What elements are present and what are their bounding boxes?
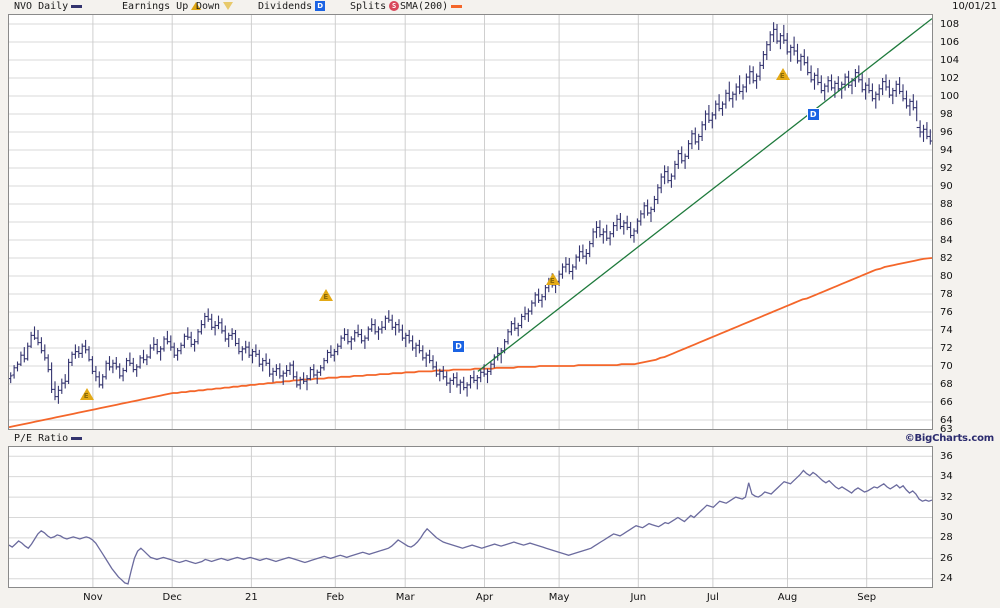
- price-y-tick: 88: [940, 198, 953, 210]
- legend-earnings-down-label: Down: [196, 1, 221, 12]
- legend-earnings-up-label: Earnings Up: [122, 1, 189, 12]
- price-y-tick: 80: [940, 270, 953, 282]
- price-y-tick: 82: [940, 252, 953, 264]
- pe-y-tick: 28: [940, 532, 953, 544]
- price-y-tick: 78: [940, 288, 953, 300]
- price-y-tick: 84: [940, 234, 953, 246]
- line-swatch-orange-icon: [451, 4, 463, 8]
- pe-ratio-chart-plot: [9, 447, 932, 587]
- line-swatch-navy-icon: [71, 4, 83, 8]
- x-axis-tick: 21: [245, 592, 258, 603]
- x-axis-tick: Jun: [630, 592, 647, 603]
- pe-y-tick: 24: [940, 573, 953, 585]
- legend-item-dividends[interactable]: Dividends D: [258, 1, 326, 13]
- triangle-up-icon: [191, 2, 202, 10]
- x-axis-tick: Dec: [162, 592, 182, 603]
- price-y-tick: 98: [940, 108, 953, 120]
- dividend-marker: D: [806, 108, 820, 121]
- chart-legend-bar: NVO Daily Earnings Up Down Dividends D Sp…: [0, 0, 1000, 14]
- split-s-badge-icon: S: [389, 1, 400, 11]
- x-axis-tick: Aug: [777, 592, 798, 603]
- price-y-tick: 86: [940, 216, 953, 228]
- as-of-date-label: 10/01/21: [952, 1, 997, 12]
- x-axis-tick: Feb: [326, 592, 345, 603]
- legend-dividends-label: Dividends: [258, 1, 313, 12]
- earnings-up-marker: [319, 289, 334, 302]
- price-y-tick: 63: [940, 423, 953, 435]
- price-y-tick: 72: [940, 342, 953, 354]
- price-y-tick: 76: [940, 306, 953, 318]
- pe-y-tick: 36: [940, 450, 953, 462]
- x-axis-tick: May: [548, 592, 570, 603]
- legend-item-pe-ratio[interactable]: P/E Ratio: [14, 433, 83, 445]
- dividend-d-badge-icon: D: [315, 1, 326, 11]
- price-y-tick: 66: [940, 396, 953, 408]
- price-y-tick: 92: [940, 162, 953, 174]
- pe-y-tick: 34: [940, 471, 953, 483]
- pe-y-tick: 26: [940, 552, 953, 564]
- bigcharts-watermark: ©BigCharts.com: [904, 433, 994, 444]
- legend-item-earnings-down[interactable]: Down: [196, 1, 234, 13]
- earnings-up-marker: [545, 273, 560, 285]
- price-y-tick: 96: [940, 126, 953, 138]
- x-axis-labels: Nov Dec 21 Feb Mar Apr May Jun Jul Aug Sep: [0, 590, 1000, 608]
- price-y-tick: 94: [940, 144, 953, 156]
- price-y-tick: 102: [940, 72, 960, 84]
- pe-y-tick: 32: [940, 491, 953, 503]
- price-y-tick: 90: [940, 180, 953, 192]
- price-y-tick: 74: [940, 324, 953, 336]
- price-y-tick: 100: [940, 90, 960, 102]
- legend-pe-ratio-label: P/E Ratio: [14, 433, 69, 444]
- line-swatch-navy-icon: [71, 436, 83, 440]
- pe-y-tick: 30: [940, 512, 953, 523]
- legend-item-earnings-up[interactable]: Earnings Up: [122, 1, 202, 13]
- earnings-up-marker: [775, 67, 790, 80]
- earnings-up-marker: [79, 388, 94, 401]
- x-axis-tick: Sep: [857, 592, 877, 603]
- price-y-tick: 64: [940, 414, 953, 426]
- legend-item-sma200[interactable]: SMA(200): [400, 1, 463, 13]
- pe-ratio-chart-panel[interactable]: [8, 446, 933, 588]
- price-chart-panel[interactable]: [8, 14, 933, 430]
- price-y-tick: 106: [940, 36, 960, 48]
- legend-symbol-label: NVO Daily: [14, 1, 69, 12]
- price-y-tick: 108: [940, 18, 960, 30]
- legend-sma200-label: SMA(200): [400, 1, 449, 12]
- x-axis-tick: Nov: [83, 592, 103, 603]
- price-y-tick: 68: [940, 378, 953, 390]
- x-axis-tick: Mar: [395, 592, 415, 603]
- price-chart-plot: [9, 15, 932, 429]
- price-y-axis-labels: 108 106 104 102 100 98 96 94 92 90 88 86 84 82 80 78 76 7…: [936, 14, 998, 435]
- x-axis-tick: Apr: [475, 592, 494, 603]
- legend-item-splits[interactable]: Splits S: [350, 1, 400, 13]
- x-axis-tick: Jul: [706, 592, 719, 603]
- dividend-marker: D: [452, 340, 466, 354]
- pe-legend-bar: P/E Ratio ©BigCharts.com: [0, 432, 1000, 446]
- price-y-tick: 70: [940, 360, 953, 372]
- price-y-tick: 104: [940, 54, 960, 66]
- legend-item-symbol[interactable]: NVO Daily: [14, 1, 83, 13]
- pe-y-axis-labels: 36 34 32 30 28 26 24: [936, 446, 998, 588]
- legend-splits-label: Splits: [350, 1, 387, 12]
- triangle-down-icon: [223, 2, 234, 10]
